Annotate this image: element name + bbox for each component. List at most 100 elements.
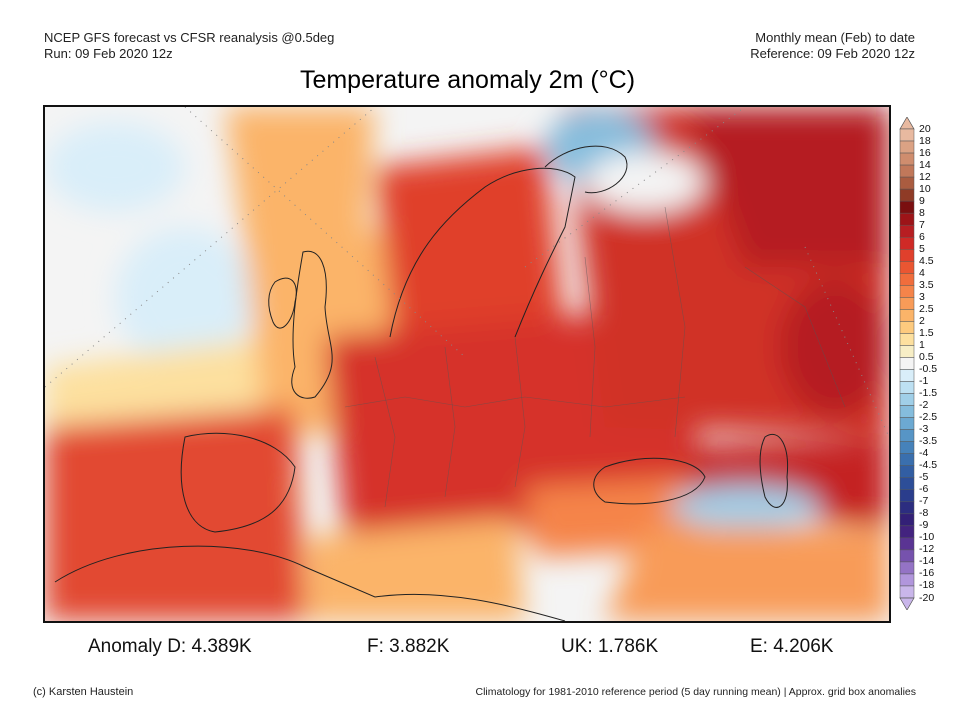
border-line <box>374 356 396 508</box>
colorbar-swatch <box>899 549 915 563</box>
coast-scandinavia <box>389 167 576 338</box>
field-russia-north <box>685 107 889 267</box>
colorbar-swatch <box>899 164 915 178</box>
border-line <box>664 206 686 438</box>
coast-ireland <box>268 277 297 329</box>
colorbar-tick-label: 4 <box>919 266 925 279</box>
colorbar-tick-label: -6 <box>919 483 929 496</box>
credit-text: (c) Karsten Haustein <box>33 686 134 698</box>
colorbar-swatch <box>899 309 915 322</box>
colorbar-swatch <box>899 152 915 166</box>
border-line <box>584 256 596 438</box>
colorbar-swatch <box>899 429 915 442</box>
colorbar-swatch <box>899 405 915 418</box>
colorbar-swatch <box>899 200 915 214</box>
colorbar-tick-label: 4.5 <box>919 254 934 267</box>
colorbar-swatch <box>899 128 915 142</box>
colorbar-tick-label: -7 <box>919 495 929 508</box>
colorbar-tick-label: 2 <box>919 314 925 327</box>
colorbar-tick-label: 6 <box>919 230 925 243</box>
anomaly-map <box>43 105 891 623</box>
field-atlantic-cool <box>115 227 255 367</box>
colorbar-swatch <box>899 321 915 334</box>
colorbar-tick-label: -1.5 <box>919 387 938 400</box>
field-kazakhstan <box>780 277 889 417</box>
colorbar-tick-label: -3 <box>919 423 929 436</box>
colorbar-swatch <box>899 525 915 539</box>
colorbar-tick-label: 1 <box>919 338 925 351</box>
colorbar-swatch <box>899 453 915 466</box>
colorbar-tick-label: 12 <box>919 170 931 183</box>
colorbar-tick-label: 5 <box>919 242 925 255</box>
colorbar-tick-label: 8 <box>919 206 925 219</box>
colorbar-tick-label: 1.5 <box>919 326 934 339</box>
period-description: Monthly mean (Feb) to date <box>755 30 915 45</box>
colorbar-swatch <box>899 537 915 551</box>
colorbar-tick-label: -0.5 <box>919 363 938 375</box>
coast-great-britain <box>291 250 333 399</box>
colorbar-tick-label: 18 <box>919 134 931 147</box>
colorbar-swatch <box>899 236 915 250</box>
colorbar-tick-label: 16 <box>919 146 931 159</box>
coast-caspian-sea <box>759 434 789 508</box>
stat-germany: Anomaly D: 4.389K <box>88 636 252 657</box>
colorbar-swatch <box>899 333 915 346</box>
colorbar-swatch <box>899 188 915 202</box>
country-borders <box>344 206 846 508</box>
colorbar-tick-label: 2.5 <box>919 302 934 315</box>
anomaly-field <box>45 107 889 621</box>
colorbar-swatch <box>899 477 915 491</box>
colorbar-swatch <box>899 176 915 190</box>
colorbar-tick-label: -18 <box>919 579 935 592</box>
colorbar-swatch <box>899 585 915 599</box>
coast-kola <box>544 145 628 194</box>
colorbar-swatch <box>899 393 915 406</box>
colorbar-tick-label: 20 <box>919 122 931 135</box>
stat-france: F: 3.882K <box>367 636 450 657</box>
colorbar-swatch <box>899 357 915 370</box>
field-mediterranean <box>305 517 525 621</box>
colorbar-swatch <box>899 285 915 298</box>
regional-anomaly-stats: Anomaly D: 4.389K F: 3.882K UK: 1.786K E… <box>0 636 960 662</box>
colorbar-tick-label: 0.5 <box>919 350 934 363</box>
colorbar-swatch <box>899 417 915 430</box>
colorbar-swatch <box>899 249 915 262</box>
colorbar-tick-label: -5 <box>919 471 929 484</box>
reference-time: Reference: 09 Feb 2020 12z <box>750 46 915 61</box>
header-left: NCEP GFS forecast vs CFSR reanalysis @0.… <box>44 30 334 62</box>
field-north-atlantic-cool <box>45 122 185 212</box>
model-description: NCEP GFS forecast vs CFSR reanalysis @0.… <box>44 30 335 45</box>
climatology-note: Climatology for 1981-2010 reference peri… <box>475 686 916 698</box>
stat-spain: E: 4.206K <box>750 636 834 657</box>
colorbar-swatches <box>899 117 915 610</box>
colorbar-swatch <box>899 224 915 238</box>
colorbar-swatch <box>899 513 915 527</box>
colorbar-tick-label: -16 <box>919 567 935 580</box>
colorbar-tick-label: -20 <box>919 591 935 604</box>
colorbar-swatch <box>899 261 915 274</box>
colorbar-tick-label: 7 <box>919 218 925 231</box>
colorbar-tick-label: 3.5 <box>919 278 934 291</box>
run-time: Run: 09 Feb 2020 12z <box>44 46 173 61</box>
colorbar-swatch <box>899 381 915 394</box>
border-line <box>514 336 526 488</box>
map-canvas <box>45 107 889 621</box>
field-iberia-africa <box>45 407 305 621</box>
colorbar-swatch <box>899 297 915 310</box>
colorbar-swatch <box>899 573 915 587</box>
field-middle-east <box>605 527 889 621</box>
colorbar-tick-label: -9 <box>919 519 929 532</box>
colorbar-tick-label: 9 <box>919 194 925 207</box>
field-anatolia-cool <box>670 485 820 529</box>
header-right: Monthly mean (Feb) to date Reference: 09… <box>750 30 915 62</box>
coast-iberia <box>180 432 296 533</box>
colorbar-tick-label: -8 <box>919 507 929 520</box>
colorbar-swatch <box>899 369 915 382</box>
colorbar-tick-label: 3 <box>919 290 925 303</box>
colorbar-tick-label: -14 <box>919 555 935 568</box>
border-line <box>744 266 846 408</box>
coastlines <box>54 145 789 621</box>
colorbar: 20 18 16 14 12 10 9 8 7 6 5 4.5 4 3.5 3 2.5 2 1.5 1 0.5 -0.5… <box>899 117 960 610</box>
colorbar-swatch <box>899 501 915 515</box>
colorbar-min-arrow <box>899 597 915 610</box>
